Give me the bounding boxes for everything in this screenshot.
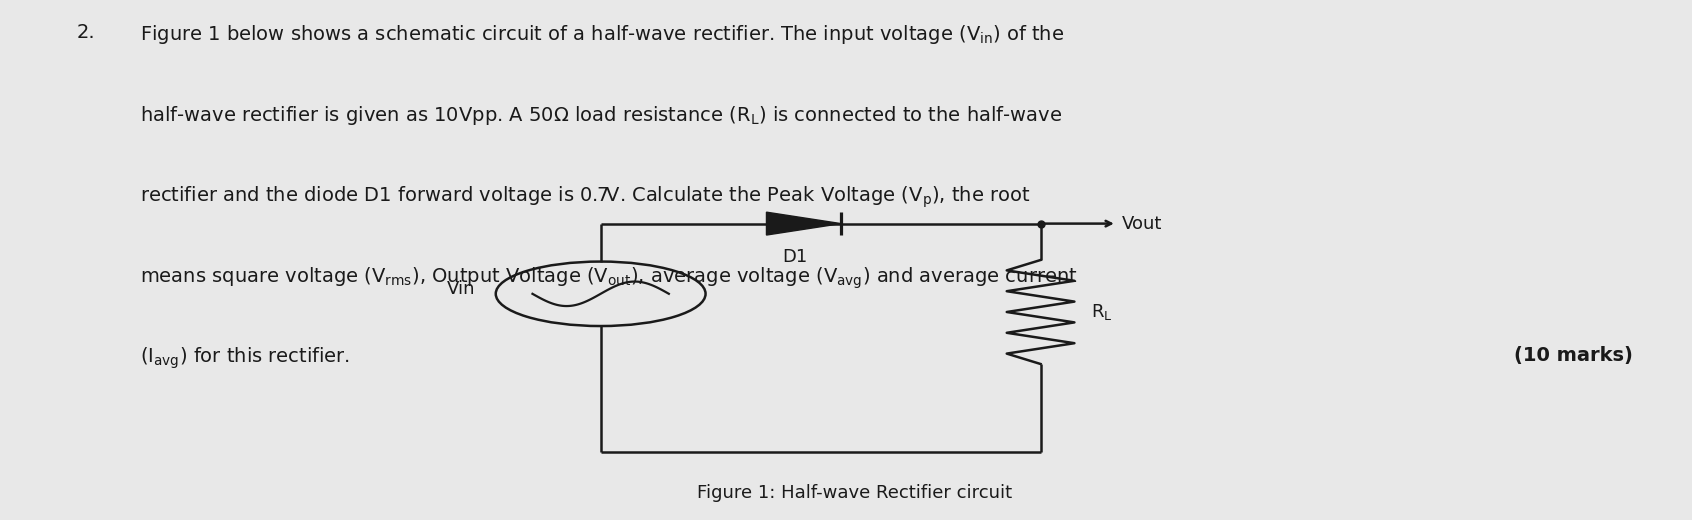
Text: (10 marks): (10 marks) — [1514, 346, 1633, 365]
Text: D1: D1 — [783, 248, 807, 266]
Text: Figure 1 below shows a schematic circuit of a half-wave rectifier. The input vol: Figure 1 below shows a schematic circuit… — [140, 23, 1064, 46]
Text: R$_{\mathregular{L}}$: R$_{\mathregular{L}}$ — [1091, 302, 1113, 322]
Text: Vout: Vout — [1122, 215, 1162, 232]
Polygon shape — [766, 212, 841, 235]
Text: rectifier and the diode D1 forward voltage is 0.7V. Calculate the Peak Voltage (: rectifier and the diode D1 forward volta… — [140, 185, 1030, 210]
Text: Vin: Vin — [447, 280, 475, 297]
Text: means square voltage (V$_{\mathregular{rms}}$), Output Voltage (V$_{\mathregular: means square voltage (V$_{\mathregular{r… — [140, 265, 1078, 291]
Text: (I$_{\mathregular{avg}}$) for this rectifier.: (I$_{\mathregular{avg}}$) for this recti… — [140, 346, 350, 371]
Text: 2.: 2. — [76, 23, 95, 43]
Text: half-wave rectifier is given as 10Vpp. A 50$\Omega$ load resistance (R$_{\mathre: half-wave rectifier is given as 10Vpp. A… — [140, 104, 1063, 127]
Text: Figure 1: Half-wave Rectifier circuit: Figure 1: Half-wave Rectifier circuit — [697, 484, 1012, 502]
